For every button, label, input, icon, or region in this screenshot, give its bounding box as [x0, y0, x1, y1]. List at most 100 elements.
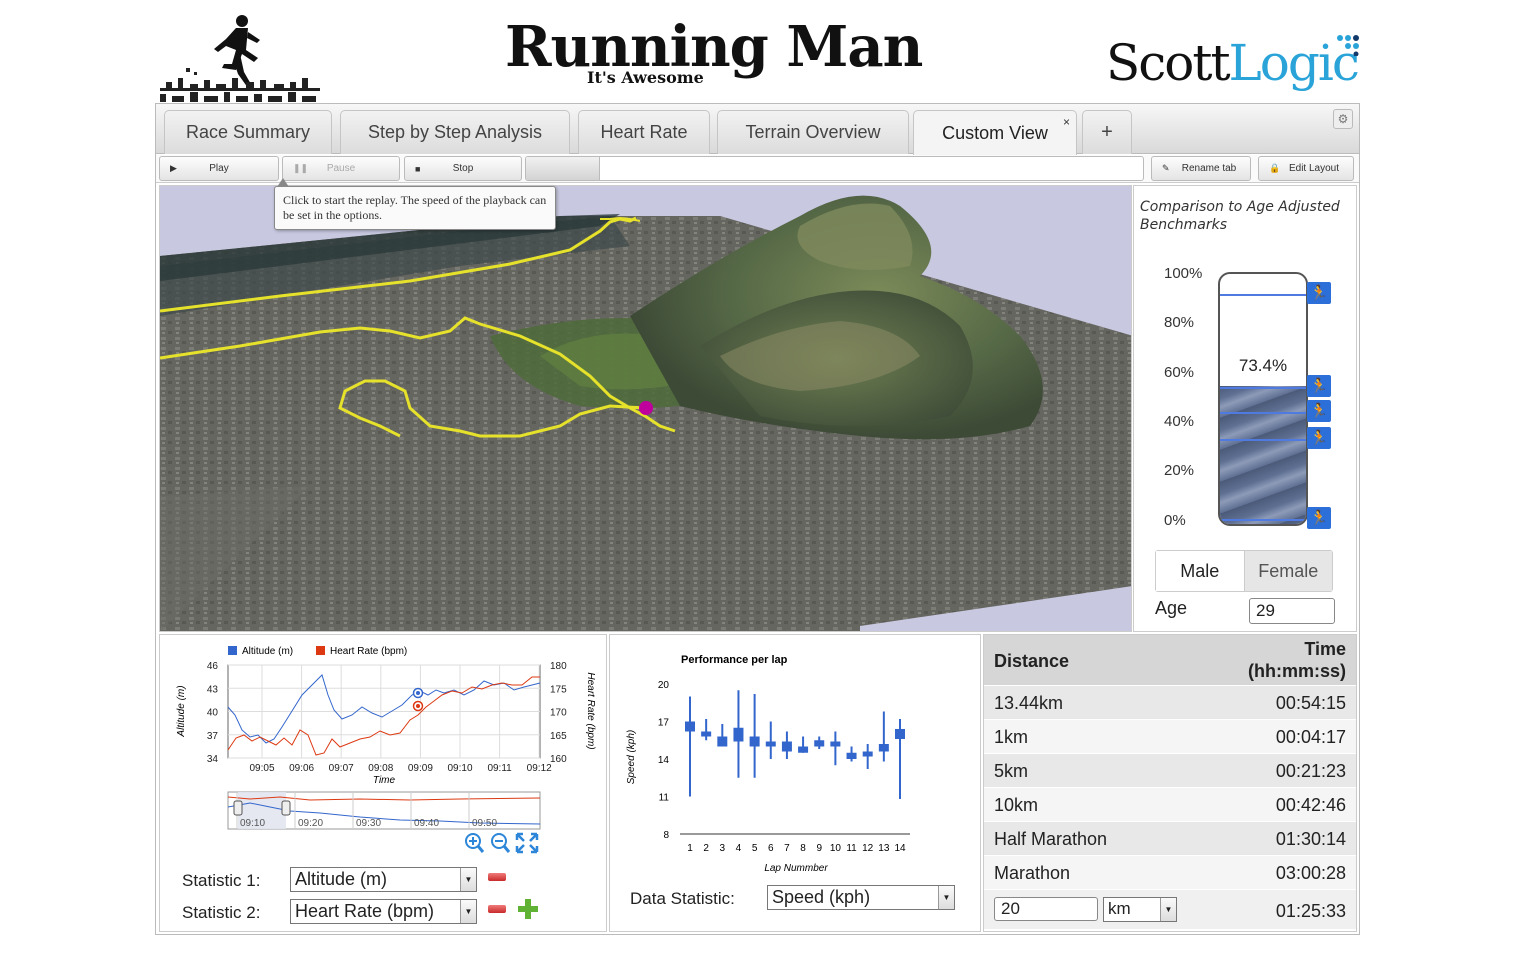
benchmark-panel: Comparison to Age Adjusted Benchmarks 10…: [1133, 185, 1357, 632]
distance-table: Distance Time (hh:mm:ss) 13.44km 00:54:15…: [984, 635, 1356, 929]
runner-icon[interactable]: 🏃: [1307, 399, 1331, 422]
statistic-2-label: Statistic 2:: [182, 903, 261, 922]
remove-statistic-1-button[interactable]: [488, 873, 506, 881]
zoom-in-icon-handle: [476, 845, 485, 853]
y-right-tick: 160: [550, 754, 567, 765]
y-tick: 17: [658, 718, 670, 729]
navigator-altitude: [227, 802, 541, 825]
statistic-2-select[interactable]: Heart Rate (bpm) ▼: [290, 899, 477, 924]
edit-layout-button[interactable]: 🔒 Edit Layout: [1258, 156, 1354, 181]
custom-distance-row: 20 km ▼ 01:25:33: [984, 889, 1356, 929]
table-header: Distance Time (hh:mm:ss): [984, 635, 1356, 685]
tab-custom-view[interactable]: Custom View ×: [913, 110, 1077, 155]
lap-box: [733, 727, 744, 742]
pause-icon: ❚❚: [293, 163, 309, 173]
runner-icon[interactable]: 🏃: [1307, 374, 1331, 397]
app-window: Race Summary Step by Step Analysis Heart…: [155, 103, 1360, 935]
play-button[interactable]: ▶ Play: [159, 156, 279, 181]
y-tick: 14: [658, 755, 670, 766]
play-tooltip: Click to start the replay. The speed of …: [274, 178, 556, 230]
y-left-label: Altitude (m): [176, 685, 187, 737]
benchmark-tick: 80%: [1164, 314, 1195, 331]
stop-label: Stop: [452, 163, 474, 174]
x-tick: 4: [736, 843, 742, 854]
fit-to-window-icon[interactable]: [515, 832, 539, 854]
navigator-heart: [227, 796, 541, 801]
play-label: Play: [209, 163, 229, 174]
zoom-in-icon[interactable]: [465, 833, 481, 849]
legend-heart: Heart Rate (bpm): [330, 646, 407, 657]
statistic-1-value: Altitude (m): [295, 869, 388, 889]
zoom-out-icon-handle: [502, 845, 511, 853]
runner-icon[interactable]: 🏃: [1307, 507, 1331, 529]
y-right-label: Heart Rate (bpm): [585, 672, 596, 749]
table-row: 13.44km 00:54:15: [984, 685, 1356, 719]
benchmark-tick: 100%: [1164, 265, 1203, 282]
data-statistic-select[interactable]: Speed (kph) ▼: [767, 885, 955, 910]
x-tick: 7: [784, 843, 790, 854]
chevron-down-icon: ▼: [938, 886, 954, 909]
lap-box: [846, 752, 857, 759]
pause-button[interactable]: ❚❚ Pause: [282, 156, 400, 181]
y-right-tick: 175: [550, 684, 567, 695]
settings-gear-icon[interactable]: ⚙: [1333, 109, 1353, 129]
table-row: Marathon 03:00:28: [984, 855, 1356, 889]
lap-box: [862, 751, 873, 757]
stop-button[interactable]: ■ Stop: [404, 156, 522, 181]
add-tab-button[interactable]: +: [1082, 110, 1132, 154]
custom-unit-value: km: [1108, 899, 1131, 918]
logo-part-1: Scott: [1106, 34, 1231, 92]
gender-toggle: Male Female: [1155, 550, 1333, 592]
gender-male-button[interactable]: Male: [1156, 551, 1245, 591]
chart-title: Performance per lap: [681, 654, 788, 666]
x-tick: 9: [816, 843, 822, 854]
app-subtitle: It's Awesome: [587, 68, 704, 87]
custom-unit-select[interactable]: km ▼: [1103, 897, 1177, 922]
zoom-out-icon[interactable]: [491, 833, 507, 849]
y-left-tick: 37: [207, 731, 219, 742]
rename-tab-button[interactable]: ✎ Rename tab: [1151, 156, 1251, 181]
tab-race-summary[interactable]: Race Summary: [164, 110, 332, 154]
remove-statistic-2-button[interactable]: [488, 905, 506, 913]
statistic-1-select[interactable]: Altitude (m) ▼: [290, 867, 477, 892]
y-left-tick: 46: [207, 661, 219, 672]
tab-terrain-overview[interactable]: Terrain Overview: [717, 110, 909, 154]
benchmark-tick: 40%: [1164, 413, 1195, 430]
runner-icon[interactable]: 🏃: [1307, 282, 1331, 304]
custom-time: 01:25:33: [1275, 901, 1346, 921]
y-tick: 11: [659, 793, 670, 804]
table-row: Half Marathon 01:30:14: [984, 821, 1356, 855]
lap-box: [765, 741, 776, 747]
table-row: 1km 00:04:17: [984, 719, 1356, 753]
edit-layout-label: Edit Layout: [1288, 163, 1340, 174]
x-tick: 5: [752, 843, 758, 854]
navigator-left-handle[interactable]: [233, 800, 243, 816]
x-tick: 13: [878, 843, 890, 854]
x-tick: 09:08: [368, 763, 393, 774]
custom-distance-input[interactable]: 20: [994, 897, 1098, 921]
replay-progress-bar[interactable]: [525, 156, 1144, 181]
lap-box: [685, 721, 695, 732]
benchmark-line: [1220, 411, 1306, 414]
age-input[interactable]: 29: [1249, 598, 1335, 624]
x-tick: 14: [894, 843, 906, 854]
tab-heart-rate[interactable]: Heart Rate: [578, 110, 710, 154]
navigator-right-handle[interactable]: [281, 800, 291, 816]
x-tick: 09:12: [527, 763, 552, 774]
lap-box: [830, 741, 841, 747]
y-right-tick: 170: [550, 708, 567, 719]
tab-close-icon[interactable]: ×: [1062, 115, 1070, 129]
tab-step-by-step[interactable]: Step by Step Analysis: [340, 110, 570, 154]
scott-logic-logo: ScottLogic: [1106, 34, 1360, 92]
add-statistic-button[interactable]: [518, 899, 538, 919]
x-tick: 2: [703, 843, 709, 854]
legend-altitude: Altitude (m): [242, 646, 293, 657]
tab-label: Custom View: [942, 122, 1048, 143]
x-tick: 8: [800, 843, 806, 854]
terrain-map-3d[interactable]: [159, 185, 1132, 632]
runner-icon[interactable]: 🏃: [1307, 427, 1331, 449]
gender-female-button[interactable]: Female: [1244, 551, 1332, 591]
row-distance: Half Marathon: [994, 829, 1108, 849]
row-time: 00:04:17: [1275, 727, 1346, 747]
benchmark-tick: 60%: [1164, 364, 1195, 381]
